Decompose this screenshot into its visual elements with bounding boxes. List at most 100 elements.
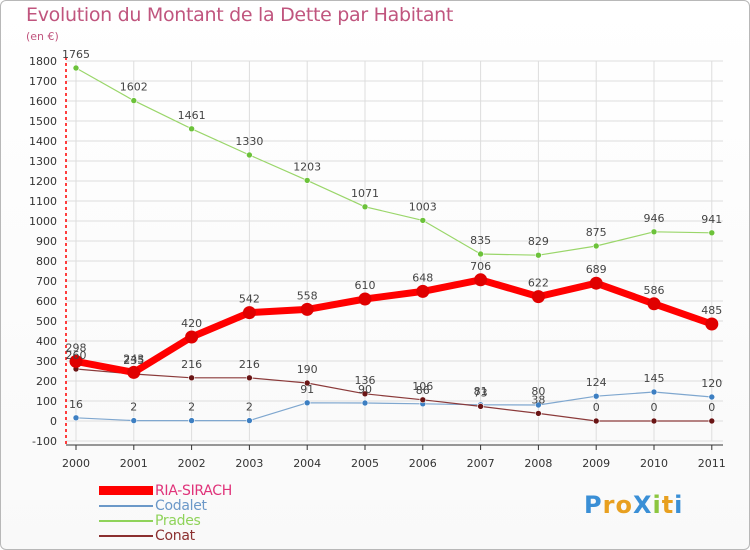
data-label: 622	[528, 277, 549, 290]
legend-item: Prades	[99, 513, 232, 529]
data-point	[535, 401, 542, 409]
data-point	[303, 379, 311, 387]
data-label: 73	[474, 386, 488, 399]
data-point	[650, 388, 658, 396]
data-label: 1003	[409, 200, 437, 213]
x-tick-label: 2003	[235, 457, 263, 470]
data-label: 1765	[62, 48, 90, 61]
y-tick-label: 100	[36, 395, 57, 408]
data-label: 124	[586, 376, 607, 389]
data-point	[246, 374, 253, 382]
logo-letter: t	[661, 491, 675, 519]
data-point	[708, 393, 716, 401]
data-point	[188, 374, 195, 382]
data-label: 689	[586, 263, 607, 276]
data-label: 1461	[178, 109, 206, 122]
x-tick-label: 2008	[524, 457, 552, 470]
y-tick-label: 500	[36, 315, 57, 328]
data-label: 298	[66, 341, 87, 354]
logo-letter: o	[615, 491, 633, 519]
y-tick-label: 1500	[29, 115, 57, 128]
data-label: 136	[355, 374, 376, 387]
data-point	[705, 317, 719, 331]
data-label: 1203	[293, 160, 321, 173]
logo-letter: i	[674, 491, 684, 519]
data-label: 145	[644, 372, 665, 385]
y-tick-label: 0	[50, 415, 57, 428]
y-tick-label: 1600	[29, 95, 57, 108]
data-point	[477, 250, 484, 258]
data-point	[592, 242, 600, 250]
data-point	[535, 410, 542, 417]
data-point	[69, 354, 83, 368]
data-label: 1602	[120, 81, 148, 94]
data-point	[589, 276, 603, 290]
data-label: 90	[358, 383, 372, 396]
data-point	[535, 251, 542, 259]
y-tick-label: 1200	[29, 175, 57, 188]
data-label: 81	[474, 385, 488, 398]
data-point	[246, 417, 253, 424]
data-point	[419, 217, 427, 224]
data-label: 235	[123, 354, 144, 367]
data-label: 829	[528, 235, 549, 248]
data-label: 946	[644, 212, 665, 225]
data-label: 558	[297, 289, 318, 302]
x-tick-label: 2010	[640, 457, 668, 470]
data-point	[592, 417, 600, 425]
data-point	[242, 306, 256, 320]
data-point	[303, 177, 311, 184]
chart-subtitle: (en €)	[26, 30, 59, 43]
x-tick-label: 2005	[351, 457, 379, 470]
data-point	[188, 417, 195, 424]
y-tick-label: 400	[36, 335, 57, 348]
x-tick-label: 2007	[467, 457, 495, 470]
chart-legend: RIA-SIRACH Codalet Prades Conat	[99, 482, 232, 544]
legend-swatch	[99, 504, 153, 507]
data-label: 190	[297, 363, 318, 376]
x-tick-label: 2004	[293, 457, 321, 470]
y-tick-label: 1300	[29, 155, 57, 168]
series-line-prades	[75, 67, 713, 256]
data-point	[416, 284, 430, 298]
data-label: 420	[181, 317, 202, 330]
data-point	[650, 228, 658, 236]
legend-item: RIA-SIRACH	[99, 482, 232, 499]
x-tick-label: 2011	[698, 457, 726, 470]
data-point	[647, 297, 661, 311]
data-label: 80	[531, 385, 545, 398]
data-point	[127, 365, 141, 379]
data-label: 1330	[235, 135, 263, 148]
data-label: 2	[130, 401, 137, 414]
data-label: 216	[181, 358, 202, 371]
legend-label: RIA-SIRACH	[155, 482, 232, 499]
data-label: 610	[355, 279, 376, 292]
data-point	[361, 399, 369, 407]
y-tick-label: 700	[36, 275, 57, 288]
series-line-codalet	[75, 391, 713, 422]
y-tick-label: 600	[36, 295, 57, 308]
y-tick-label: 1700	[29, 75, 57, 88]
x-tick-label: 2009	[582, 457, 610, 470]
x-tick-label: 2001	[120, 457, 148, 470]
data-label: 941	[701, 213, 722, 226]
data-point	[361, 390, 369, 398]
data-label: 243	[123, 352, 144, 365]
chart-title: Evolution du Montant de la Dette par Hab…	[26, 4, 454, 26]
logo-letter: i	[652, 491, 662, 519]
y-tick-label: 300	[36, 355, 57, 368]
logo-letter: X	[632, 491, 653, 519]
x-tick-label: 2000	[62, 457, 90, 470]
data-point	[130, 97, 138, 104]
proxiti-logo: ProXiti	[584, 491, 683, 519]
data-point	[592, 392, 600, 400]
data-label: 542	[239, 293, 260, 306]
y-tick-label: 1000	[29, 215, 57, 228]
y-tick-label: 1100	[29, 195, 57, 208]
data-point	[358, 292, 372, 306]
data-label: 835	[470, 234, 491, 247]
data-point	[708, 417, 716, 425]
data-label: 1071	[351, 187, 379, 200]
